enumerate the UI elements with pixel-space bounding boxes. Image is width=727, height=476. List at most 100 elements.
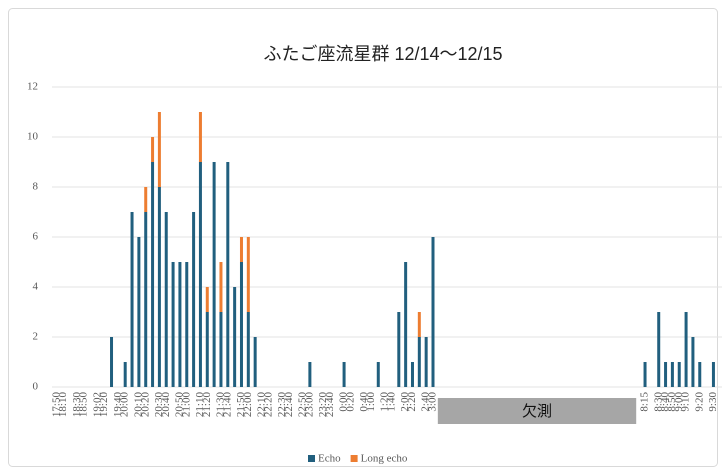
x-tick-label: 2:00 bbox=[399, 392, 411, 412]
x-tick-label: 22:30 bbox=[276, 392, 288, 418]
missing-block: 欠測 bbox=[437, 398, 637, 424]
bar-segment bbox=[144, 187, 148, 212]
bar-segment bbox=[664, 362, 668, 387]
x-tick-label: 20:40 bbox=[160, 392, 172, 418]
bar-segment bbox=[308, 362, 312, 387]
bar-segment bbox=[253, 337, 257, 387]
x-tick-label: 20:00 bbox=[119, 392, 131, 418]
x-tick-label: 9:00 bbox=[673, 392, 685, 412]
x-tick-label: 22:40 bbox=[283, 392, 295, 418]
x-tick-label: 20:10 bbox=[132, 392, 144, 418]
legend-label: Long echo bbox=[361, 453, 408, 465]
bar-segment bbox=[205, 312, 209, 387]
bar-segment bbox=[711, 362, 715, 387]
x-tick-label: 3:00 bbox=[427, 392, 439, 412]
bar-segment bbox=[424, 337, 428, 387]
bar-segment bbox=[226, 162, 230, 387]
bar-segment bbox=[198, 162, 202, 387]
x-tick-label: 19:02 bbox=[91, 392, 103, 417]
x-tick-label: 9:20 bbox=[693, 392, 705, 412]
bar-segment bbox=[219, 312, 223, 387]
chart-title: ふたご座流星群 12/14〜12/15 bbox=[263, 44, 502, 64]
bar-segment bbox=[670, 362, 674, 387]
bar-segment bbox=[171, 262, 175, 387]
x-tick-label: 18:10 bbox=[57, 392, 69, 418]
legend-swatch bbox=[308, 455, 315, 462]
bar-segment bbox=[219, 262, 223, 312]
y-tick-label: 2 bbox=[33, 331, 39, 343]
x-tick-label: 1:40 bbox=[385, 392, 397, 412]
x-tick-label: 1:20 bbox=[379, 392, 391, 412]
bar-segment bbox=[397, 312, 401, 387]
bar-segment bbox=[212, 162, 216, 387]
x-tick-label: 19:20 bbox=[98, 392, 110, 418]
x-tick-label: 9:10 bbox=[680, 392, 692, 412]
bar-segment bbox=[157, 187, 161, 387]
x-tick-label: 8:15 bbox=[639, 392, 651, 412]
bar-segment bbox=[246, 312, 250, 387]
bar-segment bbox=[417, 312, 421, 337]
x-tick-label: 20:30 bbox=[153, 392, 165, 418]
y-tick-label: 10 bbox=[27, 131, 39, 143]
bar-segment bbox=[198, 112, 202, 162]
bar-segment bbox=[151, 137, 155, 162]
bar-segment bbox=[246, 237, 250, 312]
bar-segment bbox=[404, 262, 408, 387]
x-tick-label: 21:00 bbox=[180, 392, 192, 418]
bar-segment bbox=[239, 262, 243, 387]
y-tick-label: 4 bbox=[33, 281, 39, 293]
bar-segment bbox=[431, 237, 435, 387]
bar-segment bbox=[657, 312, 661, 387]
bar-segment bbox=[239, 237, 243, 262]
x-tick-label: 19:40 bbox=[112, 392, 124, 418]
x-tick-label: 21:20 bbox=[201, 392, 213, 418]
y-tick-label: 12 bbox=[27, 81, 38, 93]
x-tick-label: 20:50 bbox=[173, 392, 185, 418]
missing-box bbox=[437, 398, 637, 424]
bar-segment bbox=[178, 262, 182, 387]
x-tick-label: 22:00 bbox=[242, 392, 254, 418]
x-tick-label: 22:50 bbox=[297, 392, 309, 418]
y-tick-label: 8 bbox=[33, 181, 39, 193]
y-tick-label: 6 bbox=[33, 231, 39, 243]
bar-segment bbox=[144, 212, 148, 387]
bar-segment bbox=[157, 112, 161, 187]
bar-segment bbox=[417, 337, 421, 387]
bar-segment bbox=[691, 337, 695, 387]
bar-segment bbox=[684, 312, 688, 387]
x-tick-label: 9:30 bbox=[707, 392, 719, 412]
legend-swatch bbox=[350, 455, 358, 462]
x-tick-label: 8:50 bbox=[666, 392, 678, 412]
bar-segment bbox=[151, 162, 155, 387]
bar-segment bbox=[342, 362, 346, 387]
bar-segment bbox=[130, 212, 134, 387]
x-tick-label: 8:30 bbox=[652, 392, 664, 412]
bar-segment bbox=[164, 212, 168, 387]
x-tick-label: 21:50 bbox=[235, 392, 247, 418]
x-tick-label: 2:40 bbox=[420, 392, 432, 412]
x-tick-label: 21:10 bbox=[194, 392, 206, 418]
bar-segment bbox=[698, 362, 702, 387]
x-tick-label: 18:50 bbox=[78, 392, 90, 418]
x-tick-label: 8:40 bbox=[659, 392, 671, 412]
x-tick-label: 1:00 bbox=[365, 392, 377, 412]
y-tick-label: 0 bbox=[33, 381, 39, 393]
x-tick-label: 23:00 bbox=[303, 392, 315, 418]
x-tick-label: 0:20 bbox=[344, 392, 356, 412]
x-tick-label: 0:00 bbox=[338, 392, 350, 412]
bar-segment bbox=[185, 262, 189, 387]
missing-label: 欠測 bbox=[522, 403, 552, 420]
bar-segment bbox=[643, 362, 647, 387]
bar-segment bbox=[205, 287, 209, 312]
bar-segment bbox=[410, 362, 414, 387]
x-tick-label: 18:30 bbox=[71, 392, 83, 418]
bar-segment bbox=[110, 337, 114, 387]
bar-segment bbox=[677, 362, 681, 387]
x-tick-label: 21:40 bbox=[221, 392, 233, 418]
x-tick-label: 22:10 bbox=[256, 392, 268, 418]
bar-segment bbox=[137, 237, 141, 387]
x-tick-label: 0:40 bbox=[358, 392, 370, 412]
legend-label: Echo bbox=[318, 453, 341, 465]
x-tick-label: 22:20 bbox=[262, 392, 274, 418]
